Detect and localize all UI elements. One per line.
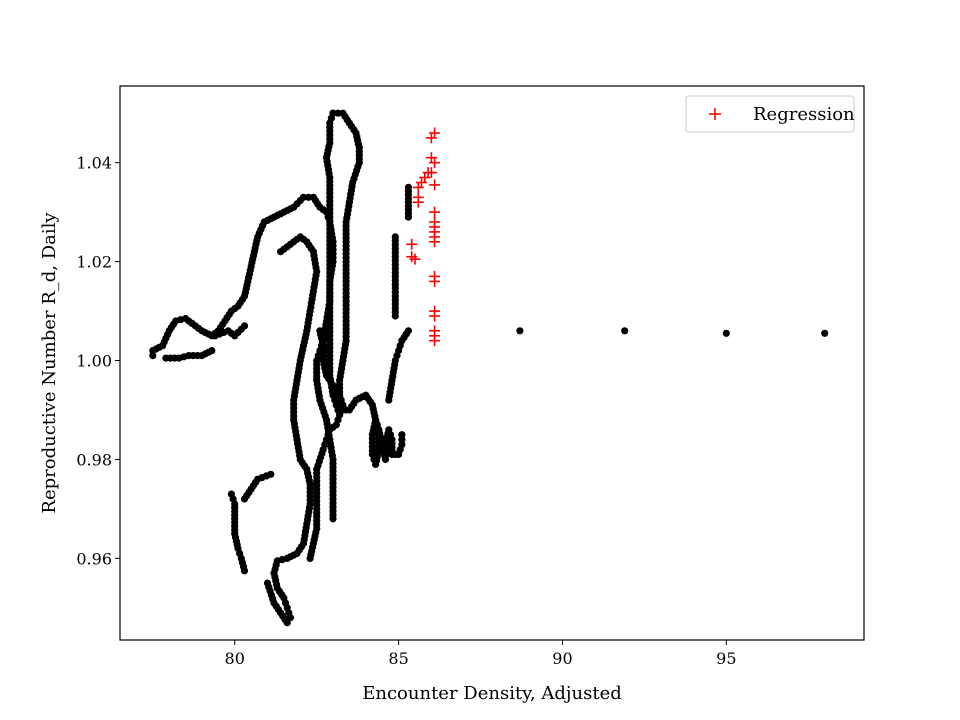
legend-box: [685, 95, 855, 133]
x-axis-ticks: 80 85 90 95: [225, 640, 737, 668]
y-axis-label: Reproductive Number R_d, Daily: [39, 212, 60, 514]
observed-point: [306, 554, 314, 563]
observed-point: [404, 327, 412, 335]
plot-frame: [119, 85, 865, 641]
regression-point: [425, 132, 437, 144]
observed-point: [329, 515, 337, 523]
observed-point: [621, 327, 629, 335]
observed-point: [149, 352, 157, 360]
regression-point: [409, 253, 421, 265]
observed-point: [267, 470, 275, 478]
observed-point: [332, 401, 340, 409]
regression-point: [429, 206, 441, 218]
legend: Regression: [685, 95, 855, 133]
regression-point: [412, 181, 424, 193]
y-tick-label: 1.04: [76, 154, 112, 173]
x-tick-label: 85: [388, 649, 408, 668]
observed-point: [299, 193, 308, 201]
regression-point: [429, 236, 441, 248]
y-tick-label: 1.02: [76, 253, 112, 272]
legend-regression-marker: [709, 108, 721, 120]
regression-point: [429, 310, 441, 322]
observed-point: [240, 567, 249, 575]
y-axis-ticks: 0.96 0.98 1.00 1.02 1.04: [76, 154, 120, 568]
y-tick-label: 0.96: [76, 549, 112, 568]
x-axis-label: Encounter Density, Adjusted: [362, 683, 622, 704]
observed-point: [404, 213, 412, 221]
y-tick-label: 1.00: [76, 352, 112, 371]
observed-point: [516, 327, 524, 335]
regression-point: [429, 179, 441, 191]
observed-point: [398, 436, 406, 444]
regression-point: [406, 238, 418, 250]
regression-point: [429, 335, 441, 347]
observed-point: [722, 329, 730, 337]
x-tick-label: 90: [552, 649, 572, 668]
observed-point: [240, 322, 249, 330]
regression-point: [429, 157, 441, 169]
y-tick-label: 0.98: [76, 450, 112, 469]
legend-label-regression: Regression: [753, 104, 855, 125]
observed-point: [398, 431, 406, 439]
observed-point: [263, 579, 272, 587]
observed-point: [208, 347, 216, 355]
regression-point: [412, 196, 424, 208]
regression-point: [429, 275, 441, 287]
plot-marks: [149, 109, 829, 627]
x-tick-label: 95: [716, 649, 736, 668]
x-tick-label: 80: [225, 649, 245, 668]
observed-point: [821, 329, 829, 337]
observed-point: [391, 312, 399, 320]
